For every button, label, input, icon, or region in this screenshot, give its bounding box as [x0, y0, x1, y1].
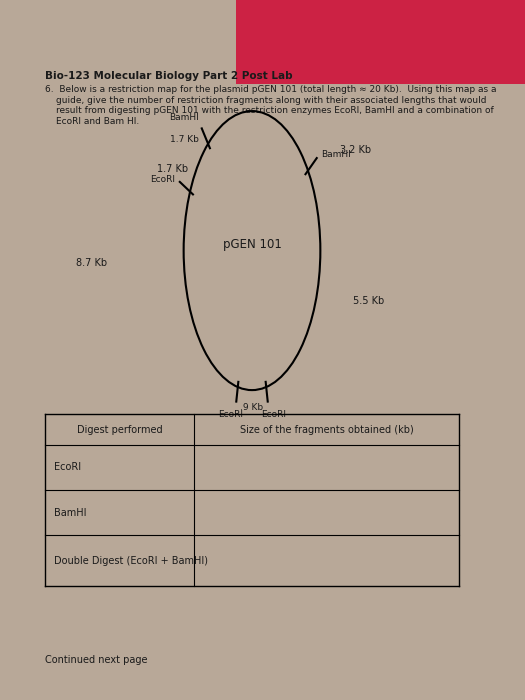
Text: BamHI: BamHI: [54, 508, 86, 518]
Text: Digest performed: Digest performed: [77, 424, 162, 435]
Text: result from digesting pGEN 101 with the restriction enzymes EcoRI, BamHI and a c: result from digesting pGEN 101 with the …: [56, 106, 493, 116]
Text: EcoRI: EcoRI: [54, 462, 81, 472]
Text: 1.7 Kb: 1.7 Kb: [157, 164, 188, 174]
Text: EcoRI: EcoRI: [218, 410, 244, 419]
Text: 1.7 Kb: 1.7 Kb: [170, 136, 199, 144]
Text: 5.5 Kb: 5.5 Kb: [353, 296, 385, 306]
Text: EcoRI: EcoRI: [260, 410, 286, 419]
Text: BamHI: BamHI: [321, 150, 351, 159]
Text: EcoRI: EcoRI: [151, 175, 175, 184]
Text: Size of the fragments obtained (kb): Size of the fragments obtained (kb): [240, 424, 414, 435]
Polygon shape: [236, 0, 525, 84]
Text: 8.7 Kb: 8.7 Kb: [76, 258, 107, 268]
Text: Continued next page: Continued next page: [45, 655, 147, 665]
Text: BamHI: BamHI: [170, 113, 199, 122]
Text: Double Digest (EcoRI + BamHI): Double Digest (EcoRI + BamHI): [54, 556, 207, 566]
Text: pGEN 101: pGEN 101: [223, 238, 281, 251]
Text: EcoRI and Bam HI.: EcoRI and Bam HI.: [56, 117, 139, 126]
Text: guide, give the number of restriction fragments along with their associated leng: guide, give the number of restriction fr…: [56, 96, 486, 104]
Text: Bio-123 Molecular Biology Part 2 Post Lab: Bio-123 Molecular Biology Part 2 Post La…: [45, 71, 292, 81]
Text: .9 Kb: .9 Kb: [240, 403, 264, 412]
Text: 6.  Below is a restriction map for the plasmid pGEN 101 (total length ≈ 20 Kb). : 6. Below is a restriction map for the pl…: [45, 85, 496, 94]
Text: 3.2 Kb: 3.2 Kb: [340, 145, 371, 155]
